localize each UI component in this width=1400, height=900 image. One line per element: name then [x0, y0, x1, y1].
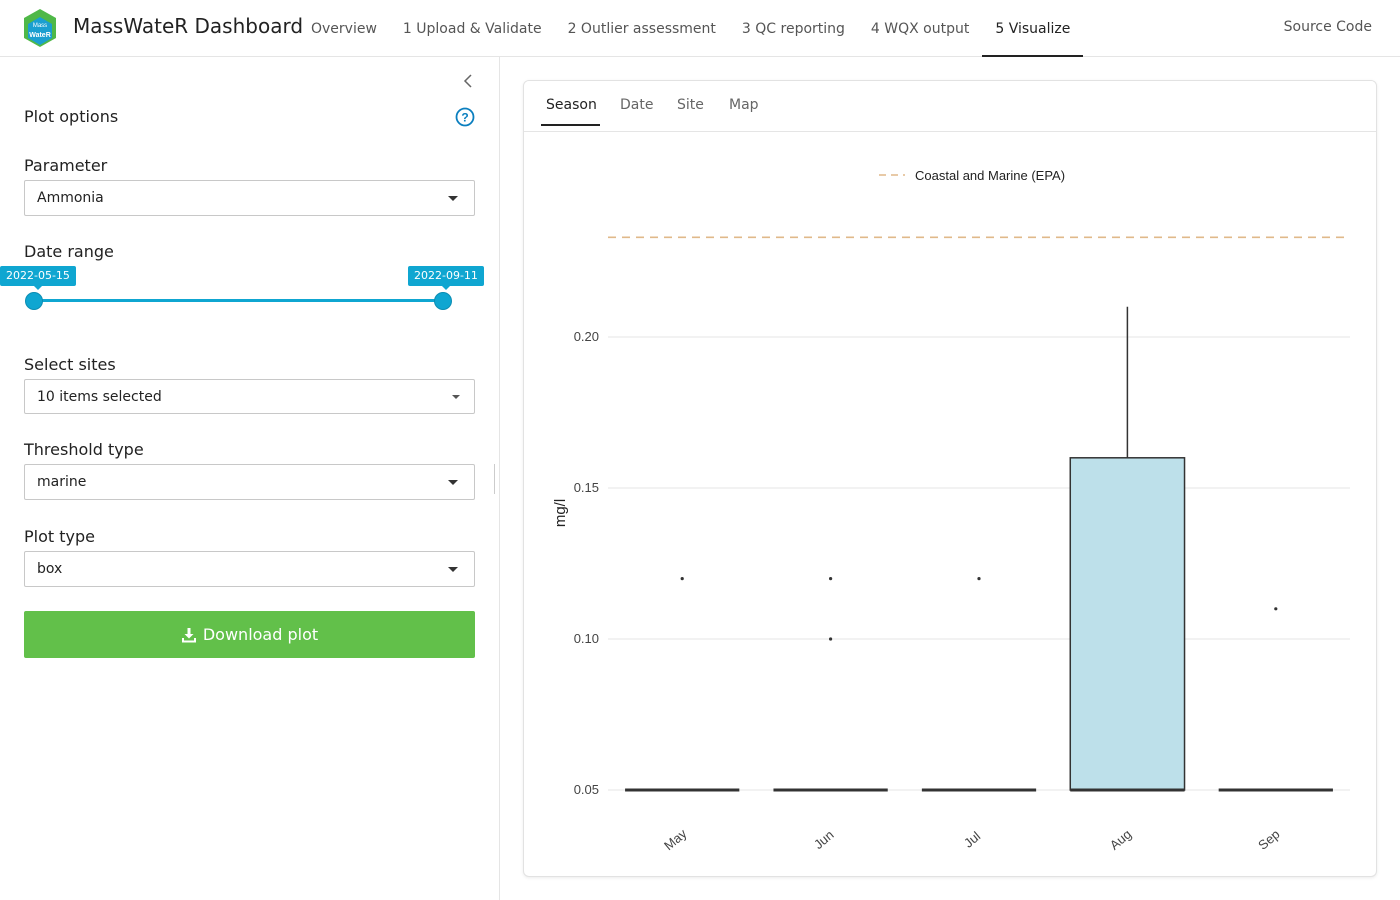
tab-season[interactable]: Season	[546, 97, 597, 113]
box-aug	[1069, 306, 1186, 792]
navbar: Mass WateR MassWateR Dashboard Overview 1…	[0, 0, 1400, 57]
outlier-point	[829, 637, 833, 641]
box-jul	[921, 577, 1037, 792]
outlier-point	[829, 577, 833, 581]
threshold-select[interactable]: marine	[24, 464, 475, 500]
x-tick-label: Jun	[811, 827, 837, 852]
chevron-down-icon	[448, 480, 458, 485]
date-range-end-handle[interactable]	[434, 292, 452, 310]
collapse-sidebar-icon[interactable]	[460, 73, 476, 89]
parameter-label: Parameter	[24, 156, 108, 175]
sites-value: 10 items selected	[37, 389, 162, 405]
plot-tabs: Season Date Site Map	[524, 81, 1376, 132]
tab-map[interactable]: Map	[729, 97, 759, 113]
x-tick-label: May	[661, 826, 690, 854]
download-plot-label: Download plot	[202, 625, 319, 644]
nav-item-1[interactable]: 1 Upload & Validate	[402, 20, 542, 37]
chevron-down-icon	[452, 395, 460, 399]
season-box-plot: Coastal and Marine (EPA) mg/l 0.05 0.10 0.…	[552, 168, 1350, 854]
outlier-point	[1274, 607, 1278, 611]
download-plot-button[interactable]: Download plot	[24, 611, 475, 658]
nav-item-3[interactable]: 3 QC reporting	[741, 20, 845, 37]
date-range-end-tooltip: 2022-09-11	[408, 266, 484, 290]
sidebar-resize-handle[interactable]	[494, 464, 495, 494]
y-tick-label: 0.05	[574, 782, 599, 797]
box-may	[625, 577, 740, 792]
plot-type-label: Plot type	[24, 527, 95, 546]
svg-text:?: ?	[461, 111, 468, 125]
legend-threshold-label: Coastal and Marine (EPA)	[915, 168, 1065, 183]
date-range-start-tooltip: 2022-05-15	[0, 266, 76, 290]
threshold-value: marine	[37, 474, 87, 490]
plot-type-value: box	[37, 561, 63, 577]
nav-item-5[interactable]: 5 Visualize	[982, 0, 1084, 57]
sites-label: Select sites	[24, 355, 116, 374]
nav-menu: Overview 1 Upload & Validate 2 Outlier ass…	[298, 0, 1084, 57]
chevron-down-icon	[448, 196, 458, 201]
y-tick-label: 0.20	[574, 329, 599, 344]
source-code-link[interactable]: Source Code	[1283, 19, 1372, 35]
logo-text-top: Mass	[33, 23, 47, 29]
x-tick-label: Sep	[1255, 826, 1282, 852]
nav-item-0[interactable]: Overview	[311, 20, 377, 37]
box-body	[1069, 457, 1186, 791]
parameter-select[interactable]: Ammonia	[24, 180, 475, 216]
threshold-label: Threshold type	[24, 440, 144, 459]
active-tab-indicator	[541, 124, 600, 126]
y-tick-label: 0.15	[574, 480, 599, 495]
nav-item-2[interactable]: 2 Outlier assessment	[567, 20, 716, 37]
plot-type-select[interactable]: box	[24, 551, 475, 587]
y-tick-label: 0.10	[574, 631, 599, 646]
plot-card: Season Date Site Map Coastal and Marine …	[523, 80, 1377, 877]
tab-site[interactable]: Site	[677, 97, 704, 113]
outlier-point	[680, 577, 684, 581]
date-range-start-handle[interactable]	[25, 292, 43, 310]
app-title: MassWateR Dashboard	[73, 14, 304, 38]
parameter-value: Ammonia	[37, 190, 104, 206]
logo-text-bottom: WateR	[29, 32, 51, 39]
box-jun	[773, 577, 888, 792]
x-tick-label: Jul	[961, 828, 983, 850]
sidebar-title: Plot options	[24, 107, 119, 126]
sidebar: Plot options ? Parameter Ammonia Date ra…	[0, 57, 500, 900]
masswater-logo-icon: Mass WateR	[24, 9, 56, 47]
x-tick-label: Aug	[1107, 826, 1134, 852]
date-range-slider-track[interactable]	[34, 299, 443, 302]
sites-select[interactable]: 10 items selected	[24, 379, 475, 414]
y-axis-label: mg/l	[552, 499, 569, 527]
help-icon[interactable]: ?	[455, 107, 475, 127]
box-sep	[1218, 607, 1333, 792]
outlier-point	[977, 577, 981, 581]
download-icon	[181, 627, 196, 642]
date-range-label: Date range	[24, 242, 114, 261]
nav-item-4[interactable]: 4 WQX output	[870, 20, 970, 37]
tab-date[interactable]: Date	[620, 97, 654, 113]
chevron-down-icon	[448, 567, 458, 572]
